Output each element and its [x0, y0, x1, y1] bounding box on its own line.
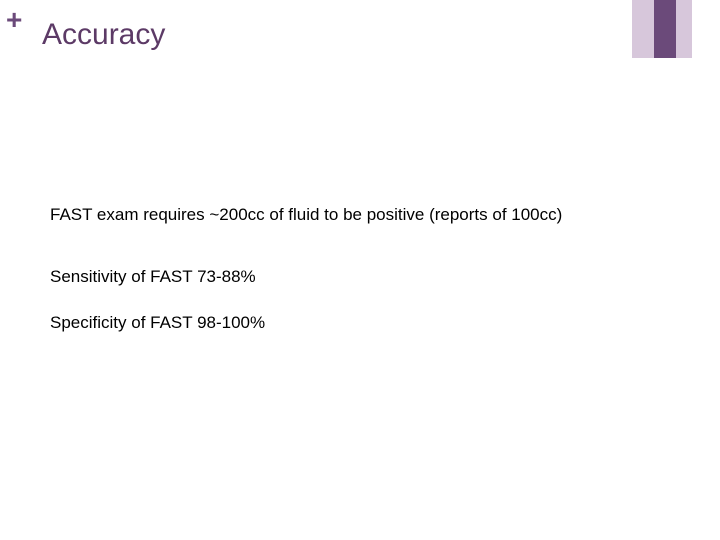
bullet-2: Specificity of FAST 98-100%	[50, 312, 610, 335]
bullet-0: FAST exam requires ~200cc of fluid to be…	[50, 204, 610, 227]
accent-bars	[632, 0, 692, 58]
accent-bar-1	[654, 0, 676, 58]
accent-bar-0	[632, 0, 654, 58]
slide-title: Accuracy	[42, 18, 165, 52]
bullet-1: Sensitivity of FAST 73-88%	[50, 266, 610, 289]
plus-icon: +	[6, 6, 22, 34]
accent-bar-2	[676, 0, 692, 58]
